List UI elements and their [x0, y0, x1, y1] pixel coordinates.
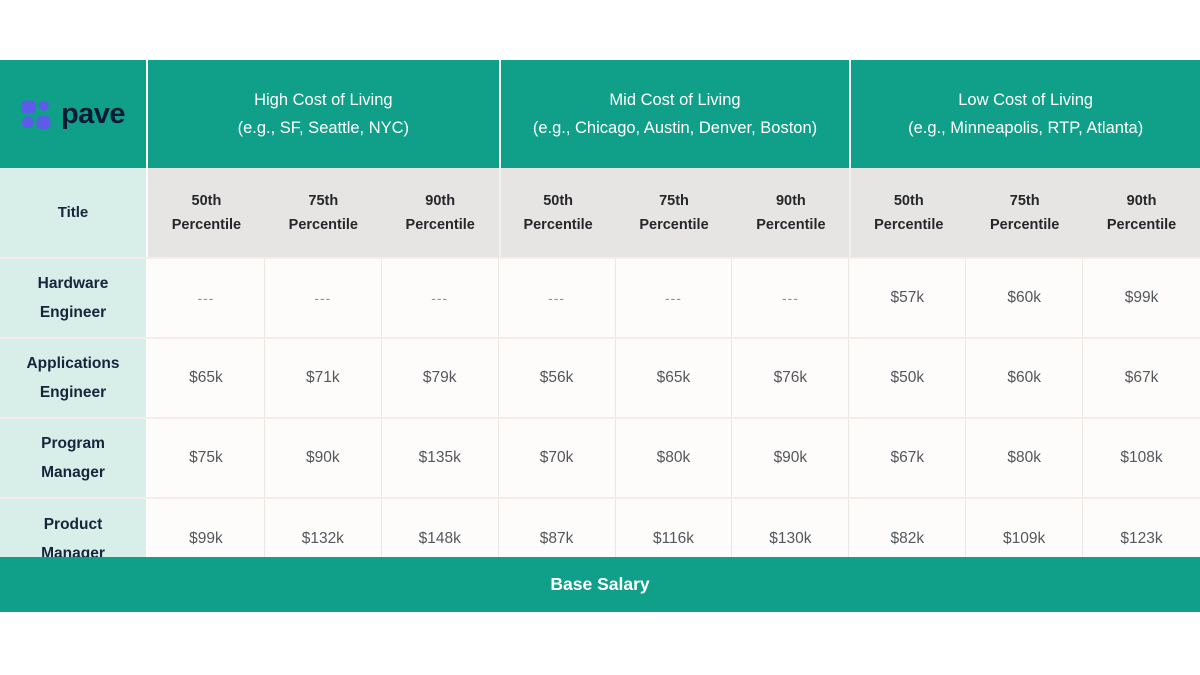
salary-cell: $67k: [1083, 339, 1200, 417]
row-title: Program Manager: [0, 419, 148, 497]
group-title: High Cost of Living: [254, 91, 393, 109]
salary-cell: ---: [498, 259, 616, 337]
salary-cell: $65k: [148, 339, 265, 417]
salary-cell: $90k: [264, 419, 382, 497]
percentile-header-row: Title 50th Percentile 75th Percentile 90th…: [0, 168, 1200, 257]
table-row-hardware-engineer: Hardware Engineer --- --- --- --- --- ---…: [0, 257, 1200, 337]
salary-cell: $79k: [381, 339, 499, 417]
pave-logo-text: pave: [60, 97, 126, 130]
percentile-header: 75th Percentile: [615, 168, 733, 257]
salary-cell: $116k: [615, 499, 733, 557]
group-header-high-col: High Cost of Living (e.g., SF, Seattle, …: [148, 60, 499, 168]
group-subtitle: (e.g., Chicago, Austin, Denver, Boston): [532, 119, 818, 137]
salary-cell: $57k: [849, 259, 967, 337]
row-title: Product Manager: [0, 499, 148, 557]
group-subtitle: (e.g., Minneapolis, RTP, Atlanta): [908, 119, 1144, 137]
salary-cell: $82k: [849, 499, 967, 557]
salary-cell: $132k: [264, 499, 382, 557]
salary-cell: $71k: [264, 339, 382, 417]
salary-cell: $60k: [966, 339, 1084, 417]
group-header-row: pave High Cost of Living (e.g., SF, Seat…: [0, 60, 1200, 168]
percentile-header: 50th Percentile: [148, 168, 265, 257]
group-subtitle: (e.g., SF, Seattle, NYC): [237, 119, 410, 137]
salary-cell: ---: [732, 259, 850, 337]
base-salary-label: Base Salary: [550, 574, 650, 594]
percentile-header: 90th Percentile: [381, 168, 499, 257]
base-salary-banner: Base Salary: [0, 557, 1200, 612]
pave-logo-icon: [21, 99, 51, 129]
table-row-program-manager: Program Manager $75k $90k $135k $70k $80k…: [0, 417, 1200, 497]
salary-cell: $123k: [1083, 499, 1200, 557]
salary-cell: $70k: [498, 419, 616, 497]
group-title: Mid Cost of Living: [609, 91, 741, 109]
percentile-header: 75th Percentile: [264, 168, 382, 257]
salary-cell: ---: [615, 259, 733, 337]
salary-cell: ---: [148, 259, 265, 337]
row-title: Applications Engineer: [0, 339, 148, 417]
salary-cell: $130k: [732, 499, 850, 557]
salary-cell: $99k: [148, 499, 265, 557]
salary-cell: $56k: [498, 339, 616, 417]
table-row-applications-engineer: Applications Engineer $65k $71k $79k $56k…: [0, 337, 1200, 417]
percentile-header: 50th Percentile: [849, 168, 967, 257]
salary-cell: $135k: [381, 419, 499, 497]
salary-cell: $67k: [849, 419, 967, 497]
salary-cell: ---: [264, 259, 382, 337]
salary-cell: $148k: [381, 499, 499, 557]
title-column-header: Title: [0, 168, 148, 257]
salary-cell: $65k: [615, 339, 733, 417]
salary-cell: $80k: [966, 419, 1084, 497]
pave-logo: pave: [0, 60, 148, 168]
salary-cell: $90k: [732, 419, 850, 497]
group-header-mid-col: Mid Cost of Living (e.g., Chicago, Austi…: [498, 60, 850, 168]
percentile-header: 75th Percentile: [966, 168, 1084, 257]
salary-cell: $109k: [966, 499, 1084, 557]
salary-cell: $108k: [1083, 419, 1200, 497]
percentile-header: 90th Percentile: [1083, 168, 1200, 257]
salary-table: pave High Cost of Living (e.g., SF, Seat…: [0, 60, 1200, 557]
group-header-low-col: Low Cost of Living (e.g., Minneapolis, R…: [849, 60, 1200, 168]
salary-cell: $80k: [615, 419, 733, 497]
percentile-header: 90th Percentile: [732, 168, 850, 257]
salary-cell: $50k: [849, 339, 967, 417]
salary-cell: $99k: [1083, 259, 1200, 337]
salary-cell: $60k: [966, 259, 1084, 337]
row-title: Hardware Engineer: [0, 259, 148, 337]
group-title: Low Cost of Living: [958, 91, 1094, 109]
percentile-header: 50th Percentile: [498, 168, 616, 257]
table-row-product-manager: Product Manager $99k $132k $148k $87k $11…: [0, 497, 1200, 557]
salary-cell: $75k: [148, 419, 265, 497]
salary-cell: ---: [381, 259, 499, 337]
salary-cell: $87k: [498, 499, 616, 557]
salary-cell: $76k: [732, 339, 850, 417]
